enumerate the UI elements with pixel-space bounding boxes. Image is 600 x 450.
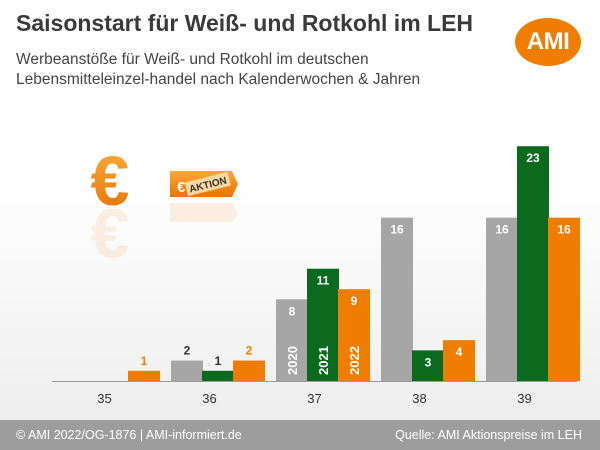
data-label: 2: [184, 344, 191, 358]
x-axis-ticks: 35 36 37 38 39: [97, 391, 531, 406]
data-label: 4: [456, 345, 463, 359]
footer-source: Quelle: AMI Aktionspreise im LEH: [395, 428, 582, 442]
page-title: Saisonstart für Weiß- und Rotkohl im LEH: [16, 10, 474, 36]
data-label: 16: [557, 223, 571, 237]
bar-2021-kw36: [202, 370, 234, 381]
tag-euro-glyph: €: [177, 179, 186, 196]
bar-chart: € € € AKTION 1 2 1 2 8 2020 11 2021 9 2022 16 3 4 16 2…: [52, 142, 580, 406]
bar-2021-kw39: [517, 146, 549, 381]
bar-2021-kw38: [412, 350, 444, 381]
x-tick-label: 35: [97, 391, 111, 406]
data-label: 1: [215, 354, 222, 368]
legend-label-2022: 2022: [347, 346, 362, 375]
data-label: 16: [390, 223, 404, 237]
data-label: 16: [495, 223, 509, 237]
chart-bars: 1 2 1 2 8 2020 11 2021 9 2022 16 3 4 16 23 16: [128, 146, 580, 381]
data-label: 11: [317, 274, 330, 288]
x-tick-label: 36: [202, 391, 216, 406]
logo-text: AMI: [526, 28, 570, 55]
bar-2022-kw35: [128, 370, 160, 381]
bar-2022-kw38: [443, 340, 475, 381]
bar-2022-kw39: [548, 217, 580, 381]
data-label: 3: [425, 355, 432, 369]
price-tag-icon: € AKTION: [170, 171, 238, 222]
bar-2021-kw37: [307, 268, 339, 381]
bar-2020-kw39: [486, 217, 518, 381]
euro-icon: € €: [91, 142, 130, 272]
euro-glyph: €: [91, 142, 130, 220]
tag-reflection: [170, 203, 238, 222]
bar-2022-kw36: [233, 360, 265, 381]
x-tick-label: 37: [307, 391, 321, 406]
x-tick-label: 39: [517, 391, 531, 406]
data-label: 23: [526, 151, 540, 165]
page-subtitle: Werbeanstöße für Weiß- und Rotkohl im de…: [16, 51, 421, 88]
data-label: 1: [141, 354, 148, 368]
bar-2020-kw37: [276, 299, 308, 381]
bar-2020-kw36: [171, 360, 203, 381]
legend-label-2021: 2021: [316, 346, 331, 375]
data-label: 8: [289, 304, 296, 318]
bar-2022-kw37: [338, 289, 370, 381]
bar-2020-kw38: [381, 217, 413, 381]
ami-logo: AMI: [515, 18, 581, 66]
footer: © AMI 2022/OG-1876 | AMI-informiert.de Q…: [0, 420, 600, 450]
x-tick-label: 38: [412, 391, 426, 406]
data-label: 9: [351, 294, 358, 308]
euro-reflection: €: [91, 194, 130, 272]
tag-label-background: [184, 171, 231, 197]
legend-label-2020: 2020: [285, 346, 300, 375]
data-label: 2: [246, 344, 253, 358]
footer-copyright: © AMI 2022/OG-1876 | AMI-informiert.de: [16, 428, 242, 442]
